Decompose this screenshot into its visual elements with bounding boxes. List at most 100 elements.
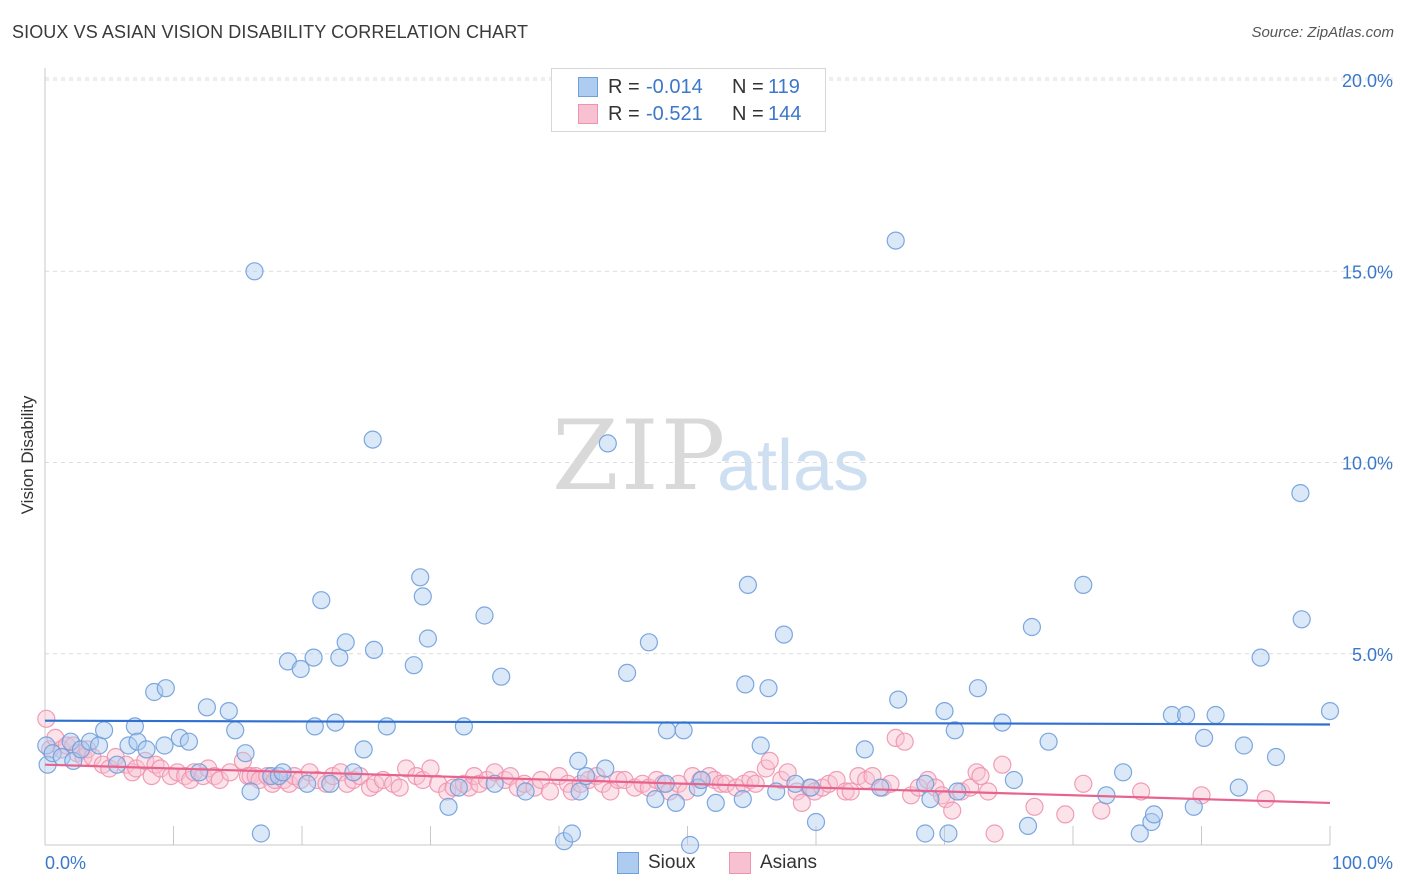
sioux-point (107, 755, 127, 774)
sioux-point (492, 667, 511, 686)
asians-point (971, 766, 990, 786)
sioux-point (1320, 701, 1340, 721)
watermark-atlas: atlas (717, 426, 870, 506)
asians-point (593, 774, 612, 793)
sioux-swatch (617, 852, 639, 874)
asians-point (421, 759, 440, 778)
asians-point (881, 774, 900, 793)
sioux-point (935, 701, 954, 721)
legend-label-sioux: Sioux (648, 852, 696, 873)
sioux-point (1004, 770, 1024, 790)
asians-point (1025, 797, 1044, 816)
sioux-point (137, 740, 156, 759)
asians-point (895, 732, 914, 751)
sioux-point (1074, 575, 1093, 595)
asians-point (985, 824, 1004, 843)
sioux-point (156, 679, 175, 698)
asians-point (1092, 801, 1111, 820)
asians-point (1256, 789, 1275, 809)
sioux-point (125, 717, 144, 736)
sioux-point (119, 736, 138, 755)
sioux-point (304, 648, 323, 667)
sioux-point (344, 763, 363, 782)
asians-point (760, 751, 779, 771)
sioux-point (364, 640, 384, 660)
sioux-point (855, 740, 874, 759)
n-label: N = (732, 102, 764, 125)
legend-item-sioux: Sioux (617, 852, 696, 874)
asians-point (943, 801, 962, 820)
sioux-point (1130, 824, 1149, 843)
sioux-point (94, 721, 114, 740)
sioux-point (570, 782, 589, 801)
sioux-point (411, 568, 430, 587)
sioux-point (786, 774, 805, 793)
asians-point (444, 778, 463, 797)
asians-point (841, 782, 860, 801)
sioux-point (939, 824, 958, 843)
sioux-point (449, 778, 468, 797)
asians-point (993, 755, 1012, 774)
n-value: 144 (768, 102, 802, 125)
asians-point (397, 759, 416, 778)
asians-point (540, 782, 560, 801)
sioux-point (751, 736, 770, 755)
sioux-point (363, 430, 382, 449)
sioux-point (666, 793, 686, 813)
y-tick-label: 15.0% (1342, 262, 1393, 282)
asians-point (886, 728, 905, 748)
sioux-point (889, 690, 908, 709)
sioux-trend-line (44, 719, 1331, 726)
sioux-swatch (578, 77, 598, 97)
sioux-point (190, 763, 209, 782)
r-label: R = (608, 102, 640, 125)
n-label: N = (732, 75, 764, 98)
sioux-point (61, 732, 80, 751)
source-label: Source: ZipAtlas.com (1251, 24, 1394, 41)
sioux-point (291, 659, 310, 679)
sioux-point (774, 625, 794, 644)
asians-point (608, 770, 628, 790)
sioux-point (1113, 763, 1133, 782)
y-tick-label: 10.0% (1342, 454, 1393, 474)
sioux-point (736, 675, 755, 694)
sioux-point (886, 231, 905, 250)
sioux-point (298, 774, 317, 793)
r-value: -0.521 (646, 102, 703, 125)
sioux-point (89, 736, 109, 755)
sioux-point (1176, 705, 1196, 725)
x-tick-label: 0.0% (45, 853, 86, 873)
asians-point (746, 774, 765, 793)
sioux-point (404, 656, 423, 675)
sioux-point (145, 682, 164, 702)
asians-point (210, 770, 229, 790)
sioux-point (197, 698, 216, 717)
sioux-point (871, 778, 890, 797)
sioux-point (485, 774, 504, 793)
asians-point (1131, 782, 1151, 801)
asians-swatch (729, 852, 751, 874)
sioux-point (569, 751, 588, 771)
sioux-point (321, 774, 340, 793)
sioux-point (43, 744, 62, 763)
asians-point (136, 751, 155, 771)
sioux-point (1229, 778, 1248, 797)
sioux-point (418, 629, 437, 648)
asians-point (106, 747, 125, 767)
sioux-point (1018, 816, 1038, 836)
sioux-point (1039, 732, 1058, 751)
sioux-point (562, 824, 582, 843)
n-value: 119 (768, 75, 800, 98)
sioux-point (377, 717, 396, 736)
asians-point (836, 782, 855, 801)
r-label: R = (608, 75, 640, 98)
sioux-point (733, 789, 752, 809)
watermark-zip: ZIP (552, 400, 728, 512)
sioux-point (155, 736, 174, 755)
asians-trend-line (44, 763, 1331, 805)
sioux-point (945, 721, 964, 740)
sioux-point (554, 832, 574, 851)
y-tick-label: 20.0% (1342, 71, 1393, 91)
sioux-point (1194, 728, 1214, 748)
